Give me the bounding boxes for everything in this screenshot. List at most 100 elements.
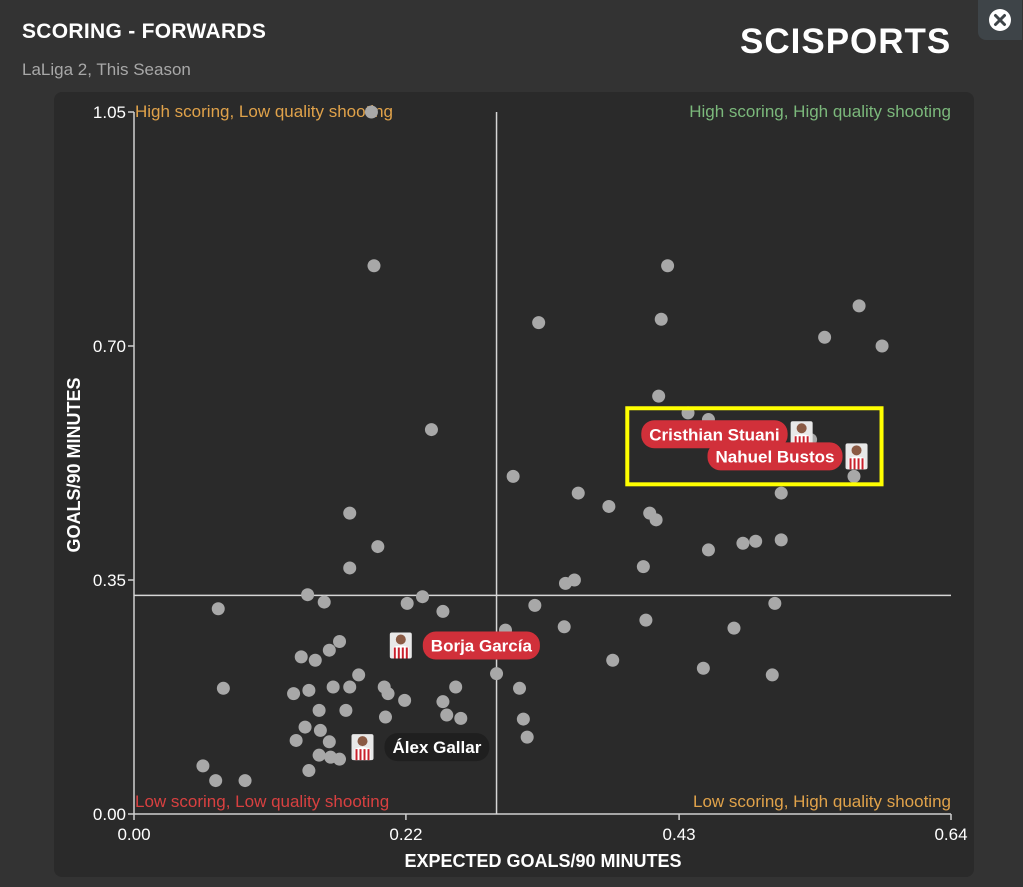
data-point[interactable]: [749, 534, 763, 548]
player-avatar-icon[interactable]: [790, 421, 813, 448]
data-point[interactable]: [216, 681, 230, 695]
data-point[interactable]: [571, 486, 585, 500]
data-point[interactable]: [847, 469, 861, 483]
data-point[interactable]: [727, 621, 741, 635]
x-tick-label: 0.64: [934, 825, 967, 844]
data-point[interactable]: [696, 661, 710, 675]
data-point[interactable]: [639, 613, 653, 627]
data-point[interactable]: [774, 486, 788, 500]
data-point[interactable]: [371, 540, 385, 554]
data-point[interactable]: [736, 536, 750, 550]
player-name: Álex Gallar: [393, 738, 482, 757]
data-point[interactable]: [352, 668, 366, 682]
data-point[interactable]: [636, 560, 650, 574]
data-point[interactable]: [238, 774, 252, 788]
quadrant-label-bottom-right: Low scoring, High quality shooting: [693, 792, 951, 811]
data-point[interactable]: [287, 687, 301, 701]
data-point[interactable]: [506, 469, 520, 483]
quadrant-label-top-left: High scoring, Low quality shooting: [135, 102, 393, 121]
data-point[interactable]: [333, 635, 347, 649]
data-point[interactable]: [312, 748, 326, 762]
data-point[interactable]: [416, 590, 430, 604]
data-point[interactable]: [852, 299, 866, 313]
player-avatar-icon[interactable]: [351, 734, 374, 761]
data-point[interactable]: [454, 711, 468, 725]
data-point[interactable]: [424, 423, 438, 437]
player-label[interactable]: Cristhian Stuani: [641, 420, 788, 449]
data-point[interactable]: [768, 596, 782, 610]
data-point[interactable]: [557, 620, 571, 634]
data-point[interactable]: [875, 339, 889, 353]
data-point[interactable]: [298, 720, 312, 734]
data-point[interactable]: [436, 604, 450, 618]
player-label[interactable]: Álex Gallar: [384, 733, 490, 762]
y-tick-label: 0.00: [93, 805, 126, 824]
data-point[interactable]: [367, 259, 381, 273]
data-point[interactable]: [602, 499, 616, 513]
y-tick-label: 1.05: [93, 103, 126, 122]
data-point[interactable]: [400, 596, 414, 610]
data-point[interactable]: [513, 681, 527, 695]
data-point[interactable]: [381, 687, 395, 701]
data-point[interactable]: [398, 693, 412, 707]
data-point[interactable]: [440, 708, 454, 722]
data-point[interactable]: [701, 543, 715, 557]
data-point[interactable]: [516, 712, 530, 726]
data-point[interactable]: [436, 695, 450, 709]
quadrant-label-top-right: High scoring, High quality shooting: [689, 102, 951, 121]
y-axis-title: GOALS/90 MINUTES: [64, 377, 84, 552]
highlight-box: [625, 406, 884, 487]
data-point[interactable]: [308, 653, 322, 667]
data-point[interactable]: [520, 730, 534, 744]
data-point[interactable]: [652, 389, 666, 403]
data-point[interactable]: [528, 598, 542, 612]
player-label-pill: [641, 420, 788, 449]
data-point[interactable]: [567, 573, 581, 587]
data-point[interactable]: [649, 513, 663, 527]
data-point[interactable]: [774, 533, 788, 547]
data-point[interactable]: [449, 680, 463, 694]
data-point[interactable]: [322, 735, 336, 749]
data-point[interactable]: [532, 316, 546, 330]
data-point[interactable]: [333, 752, 347, 766]
data-point[interactable]: [302, 764, 316, 778]
player-avatar-icon[interactable]: [845, 443, 868, 470]
data-point[interactable]: [302, 683, 316, 697]
data-point[interactable]: [343, 561, 357, 575]
data-point[interactable]: [312, 703, 326, 717]
data-point[interactable]: [313, 723, 327, 737]
data-point[interactable]: [209, 774, 223, 788]
player-label[interactable]: Nahuel Bustos: [707, 442, 843, 471]
data-point[interactable]: [490, 667, 504, 681]
data-point[interactable]: [343, 680, 357, 694]
data-point[interactable]: [196, 759, 210, 773]
chart-subtitle: LaLiga 2, This Season: [22, 60, 191, 79]
x-axis-title: EXPECTED GOALS/90 MINUTES: [404, 851, 681, 871]
data-point[interactable]: [765, 668, 779, 682]
data-point[interactable]: [322, 643, 336, 657]
data-point[interactable]: [301, 588, 315, 602]
data-point[interactable]: [289, 733, 303, 747]
player-avatar-icon[interactable]: [389, 632, 412, 659]
data-point[interactable]: [294, 650, 308, 664]
data-point[interactable]: [364, 105, 378, 119]
data-point[interactable]: [343, 506, 357, 520]
close-button[interactable]: [978, 0, 1022, 40]
data-point[interactable]: [661, 259, 675, 273]
data-point[interactable]: [317, 595, 331, 609]
x-tick-label: 0.22: [389, 825, 422, 844]
data-point[interactable]: [339, 703, 353, 717]
x-tick-label: 0.00: [117, 825, 150, 844]
data-point[interactable]: [654, 312, 668, 326]
data-point[interactable]: [326, 680, 340, 694]
data-point[interactable]: [211, 602, 225, 616]
data-point[interactable]: [378, 710, 392, 724]
data-point[interactable]: [606, 653, 620, 667]
player-label[interactable]: Borja García: [422, 631, 540, 660]
y-tick-label: 0.35: [93, 571, 126, 590]
data-point[interactable]: [818, 330, 832, 344]
player-label-pill: [422, 631, 540, 660]
brand-logo: SCISPORTS: [740, 22, 952, 61]
